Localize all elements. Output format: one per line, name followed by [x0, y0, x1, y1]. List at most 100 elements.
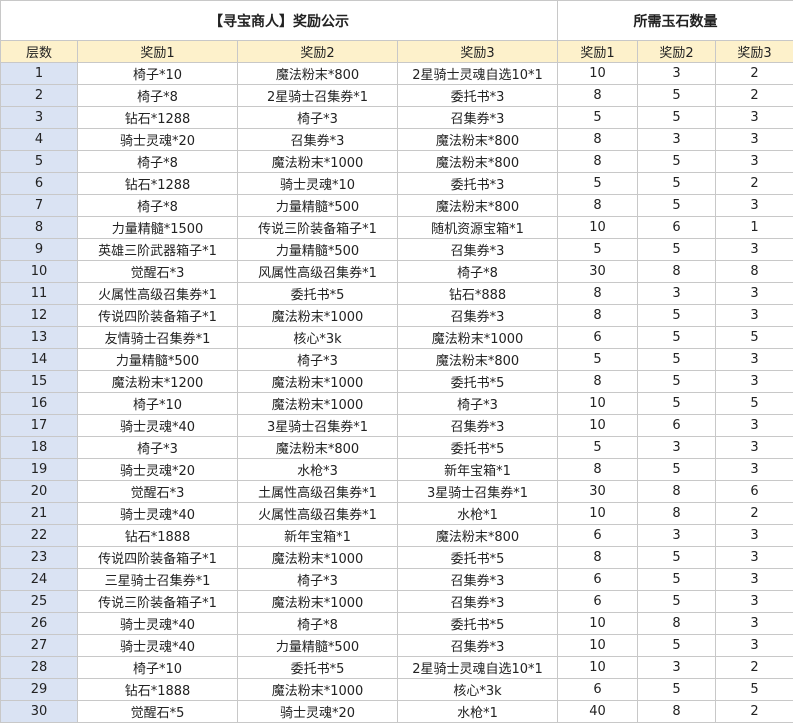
- table-cell: 魔法粉末*1200: [77, 370, 238, 393]
- table-row: 21 骑士灵魂*40 火属性高级召集券*1 水枪*1 10 8 2: [0, 502, 793, 525]
- table-row: 9 英雄三阶武器箱子*1 力量精髓*500 召集券*3 5 5 3: [0, 238, 793, 261]
- table-cell: 6: [557, 590, 638, 613]
- table-cell: 5: [557, 172, 638, 195]
- table-cell: 3: [714, 282, 793, 305]
- table-cell: 力量精髓*500: [237, 634, 398, 657]
- table-cell: 椅子*3: [237, 348, 398, 371]
- row-index: 14: [0, 348, 78, 371]
- table-cell: 1: [714, 216, 793, 239]
- row-index: 28: [0, 656, 78, 679]
- table-cell: 3: [714, 612, 793, 635]
- table-cell: 10: [557, 634, 638, 657]
- table-cell: 骑士灵魂*10: [237, 172, 398, 195]
- table-cell: 骑士灵魂*40: [77, 414, 238, 437]
- table-cell: 椅子*8: [77, 150, 238, 173]
- table-cell: 3: [637, 128, 716, 151]
- table-cell: 力量精髓*500: [237, 194, 398, 217]
- table-cell: 3: [714, 458, 793, 481]
- table-cell: 10: [557, 62, 638, 85]
- table-cell: 8: [557, 150, 638, 173]
- table-cell: 召集券*3: [397, 414, 558, 437]
- row-index: 15: [0, 370, 78, 393]
- table-row: 24 三星骑士召集券*1 椅子*3 召集券*3 6 5 3: [0, 568, 793, 591]
- table-cell: 8: [557, 370, 638, 393]
- row-index: 4: [0, 128, 78, 151]
- group-header: 所需玉石数量: [556, 0, 793, 41]
- row-index: 17: [0, 414, 78, 437]
- table-cell: 3: [637, 436, 716, 459]
- table-cell: 椅子*8: [237, 612, 398, 635]
- table-cell: 3: [714, 238, 793, 261]
- table-cell: 8: [557, 304, 638, 327]
- table-cell: 召集券*3: [397, 238, 558, 261]
- table-cell: 钻石*1288: [77, 172, 238, 195]
- table-cell: 钻石*1288: [77, 106, 238, 129]
- table-cell: 2星骑士灵魂自选10*1: [397, 656, 558, 679]
- table-cell: 力量精髓*1500: [77, 216, 238, 239]
- column-header: 奖励2: [237, 40, 398, 63]
- table-cell: 40: [557, 700, 638, 723]
- table-cell: 3: [714, 150, 793, 173]
- table-row: 20 觉醒石*3 土属性高级召集券*1 3星骑士召集券*1 30 8 6: [0, 480, 793, 503]
- table-row: 7 椅子*8 力量精髓*500 魔法粉末*800 8 5 3: [0, 194, 793, 217]
- table-cell: 8: [557, 194, 638, 217]
- table-cell: 魔法粉末*800: [397, 194, 558, 217]
- table-cell: 3星骑士召集券*1: [397, 480, 558, 503]
- table-cell: 5: [637, 238, 716, 261]
- table-cell: 2: [714, 502, 793, 525]
- row-index: 13: [0, 326, 78, 349]
- table-cell: 6: [557, 678, 638, 701]
- table-cell: 10: [557, 656, 638, 679]
- column-header: 奖励3: [714, 40, 793, 63]
- table-cell: 10: [557, 216, 638, 239]
- table-cell: 椅子*10: [77, 392, 238, 415]
- table-cell: 水枪*1: [397, 700, 558, 723]
- table-row: 16 椅子*10 魔法粉末*1000 椅子*3 10 5 5: [0, 392, 793, 415]
- table-row: 17 骑士灵魂*40 3星骑士召集券*1 召集券*3 10 6 3: [0, 414, 793, 437]
- table-cell: 3: [714, 370, 793, 393]
- table-cell: 委托书*3: [397, 84, 558, 107]
- row-index: 24: [0, 568, 78, 591]
- column-header-row: 层数 奖励1 奖励2 奖励3 奖励1 奖励2 奖励3: [0, 40, 793, 63]
- table-cell: 觉醒石*5: [77, 700, 238, 723]
- table-cell: 委托书*5: [397, 612, 558, 635]
- row-index: 12: [0, 304, 78, 327]
- table-cell: 魔法粉末*1000: [237, 392, 398, 415]
- table-cell: 魔法粉末*800: [237, 62, 398, 85]
- row-index: 30: [0, 700, 78, 723]
- table-body: 1 椅子*10 魔法粉末*800 2星骑士灵魂自选10*1 10 3 2 2 椅子*8 2星骑士召…: [0, 62, 793, 723]
- table-cell: 椅子*3: [237, 106, 398, 129]
- table-row: 26 骑士灵魂*40 椅子*8 委托书*5 10 8 3: [0, 612, 793, 635]
- table-cell: 3: [714, 546, 793, 569]
- table-cell: 2星骑士灵魂自选10*1: [397, 62, 558, 85]
- table-cell: 5: [637, 326, 716, 349]
- table-cell: 5: [637, 348, 716, 371]
- table-cell: 魔法粉末*1000: [237, 590, 398, 613]
- table-cell: 5: [637, 370, 716, 393]
- table-cell: 3: [714, 568, 793, 591]
- table-cell: 5: [637, 590, 716, 613]
- table-cell: 5: [714, 392, 793, 415]
- table-cell: 3: [637, 282, 716, 305]
- table-row: 13 友情骑士召集券*1 核心*3k 魔法粉末*1000 6 5 5: [0, 326, 793, 349]
- table-cell: 6: [557, 568, 638, 591]
- row-index: 9: [0, 238, 78, 261]
- table-cell: 6: [714, 480, 793, 503]
- table-cell: 3: [714, 106, 793, 129]
- row-index: 23: [0, 546, 78, 569]
- table-cell: 力量精髓*500: [237, 238, 398, 261]
- table-cell: 传说三阶装备箱子*1: [237, 216, 398, 239]
- table-row: 25 传说三阶装备箱子*1 魔法粉末*1000 召集券*3 6 5 3: [0, 590, 793, 613]
- table-cell: 委托书*5: [237, 282, 398, 305]
- table-cell: 3: [637, 524, 716, 547]
- row-index: 29: [0, 678, 78, 701]
- table-row: 11 火属性高级召集券*1 委托书*5 钻石*888 8 3 3: [0, 282, 793, 305]
- table-cell: 5: [637, 392, 716, 415]
- table-cell: 召集券*3: [397, 634, 558, 657]
- table-cell: 8: [637, 260, 716, 283]
- table-cell: 友情骑士召集券*1: [77, 326, 238, 349]
- table-row: 4 骑士灵魂*20 召集券*3 魔法粉末*800 8 3 3: [0, 128, 793, 151]
- table-cell: 10: [557, 502, 638, 525]
- table-cell: 魔法粉末*800: [397, 150, 558, 173]
